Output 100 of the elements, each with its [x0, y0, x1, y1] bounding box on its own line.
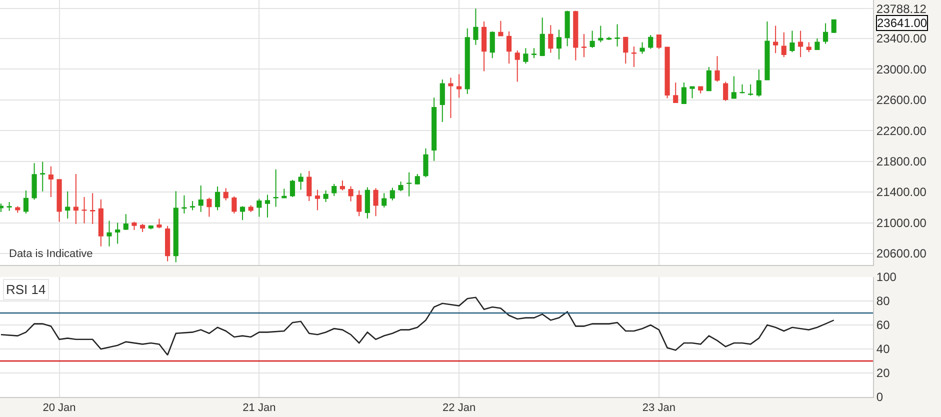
candlestick [214, 186, 220, 211]
x-tick-label: 21 Jan [242, 402, 276, 414]
candlestick [564, 10, 570, 47]
candlestick [248, 204, 254, 213]
y-tick-label: 20600.00 [876, 246, 927, 261]
candlestick [98, 198, 104, 247]
candlestick [640, 42, 645, 54]
candlestick [90, 192, 96, 225]
candlestick [232, 196, 237, 214]
y-tick-label: 80 [876, 294, 890, 308]
candlestick [573, 10, 578, 61]
y-tick-label: 21000.00 [876, 216, 927, 230]
candlestick [223, 188, 228, 201]
y-tick-label: 40 [876, 342, 890, 356]
candlestick [364, 186, 370, 219]
y-tick-label: 21800.00 [876, 154, 927, 168]
candlestick [464, 28, 470, 94]
candlestick [764, 21, 770, 81]
candlestick [790, 30, 795, 53]
candlestick [614, 24, 620, 48]
candlestick [106, 220, 112, 247]
y-tick-label: 23400.00 [876, 32, 927, 46]
candlestick [256, 198, 262, 218]
candlestick [781, 32, 786, 58]
candlestick [423, 148, 428, 178]
candlestick [173, 190, 178, 263]
candlestick [681, 82, 686, 104]
candlestick [182, 194, 187, 214]
candlestick [714, 56, 720, 82]
candlestick [490, 30, 495, 59]
candlestick [190, 200, 196, 211]
candlestick [748, 84, 754, 96]
candlestick [264, 194, 270, 218]
candlestick [348, 186, 354, 202]
candlestick [822, 22, 828, 44]
x-tick-label: 22 Jan [442, 402, 476, 414]
candlestick [273, 168, 278, 208]
candlestick [206, 197, 212, 218]
candlestick [432, 97, 437, 162]
y-tick-label: 22600.00 [876, 93, 927, 108]
candlestick [531, 48, 537, 59]
candlestick [156, 218, 162, 229]
candlestick [132, 221, 137, 231]
candlestick [581, 34, 587, 58]
candlestick [698, 86, 704, 94]
candlestick [40, 161, 46, 192]
candlestick [23, 190, 28, 214]
candlestick [631, 46, 636, 68]
candlestick [482, 21, 487, 72]
candlestick [440, 79, 445, 122]
candlestick [740, 84, 745, 94]
candlestick [240, 206, 246, 221]
candlestick [115, 222, 120, 244]
candlestick [623, 36, 628, 64]
candlestick [656, 34, 662, 50]
candlestick [73, 173, 78, 225]
candlestick [648, 34, 654, 50]
candlestick [123, 214, 128, 231]
candlestick [15, 206, 20, 214]
candlestick [332, 183, 337, 197]
candlestick [48, 166, 54, 198]
candlestick [382, 192, 387, 208]
text: 23641.00 [877, 16, 928, 30]
candlestick [731, 76, 736, 100]
candlestick [6, 202, 12, 212]
candlestick [673, 82, 678, 104]
candlestick [298, 172, 304, 190]
candlestick [831, 19, 836, 34]
y-tick-label: 21400.00 [876, 185, 927, 200]
candlestick [340, 180, 345, 191]
candlestick [448, 77, 454, 118]
y-tick-label: 23000.00 [876, 62, 927, 76]
candlestick [473, 8, 478, 46]
candlestick [773, 25, 778, 54]
candlestick [82, 196, 87, 224]
candlestick [598, 25, 604, 43]
candlestick [373, 188, 378, 217]
candlestick [664, 46, 670, 99]
candlestick [523, 48, 528, 64]
annotation: Data is Indicative [9, 248, 93, 260]
candlestick [806, 42, 812, 53]
candlestick [540, 17, 545, 57]
candlestick [414, 173, 420, 185]
y-tick-label: 20 [876, 366, 890, 380]
candlestick [514, 50, 520, 82]
candlestick [198, 185, 204, 212]
candlestick [306, 170, 312, 202]
y-tick-label: 60 [876, 318, 890, 332]
candlestick [506, 30, 512, 64]
x-tick-label: 23 Jan [642, 402, 676, 414]
y-tick-label: 23788.12 [876, 2, 927, 16]
candlestick [323, 190, 328, 202]
candlestick [723, 81, 728, 102]
candlestick [406, 172, 412, 197]
x-tick-label: 20 Jan [42, 402, 76, 414]
candlestick [814, 38, 820, 50]
candlestick [456, 74, 462, 98]
y-tick-label: 0 [876, 390, 884, 404]
candlestick [798, 30, 804, 58]
candlestick [390, 187, 395, 201]
